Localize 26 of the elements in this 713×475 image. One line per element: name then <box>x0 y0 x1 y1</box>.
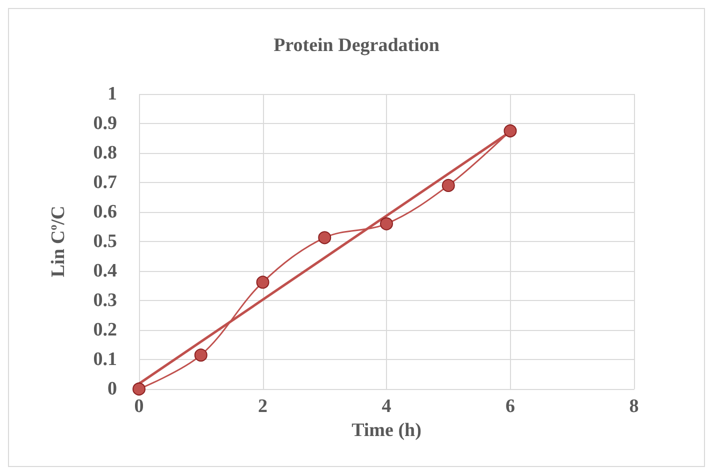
y-tick-label: 0.7 <box>93 172 118 193</box>
y-tick-label: 0.3 <box>93 290 117 311</box>
point <box>256 276 270 289</box>
y-tick-label: 0.4 <box>93 260 118 282</box>
point <box>380 217 393 230</box>
y-tick-label: 0.9 <box>93 113 117 134</box>
x-tick-label: 4 <box>382 396 392 417</box>
point <box>504 124 517 138</box>
y-tick-label: 0.6 <box>93 202 117 222</box>
y-tick-label: 1 <box>108 84 117 104</box>
point <box>194 348 208 362</box>
y-tick-label: 0.2 <box>93 320 117 340</box>
y-tick-label: 0 <box>108 378 117 400</box>
x-tick-label: 6 <box>506 396 515 417</box>
x-tick-label: 2 <box>258 396 268 417</box>
point <box>318 231 332 244</box>
y-tick-label: 0.1 <box>93 349 117 370</box>
x-tick-label: 8 <box>629 396 639 417</box>
y-tick-label: 0.8 <box>93 142 117 164</box>
y-axis-title: Lin Co/C <box>48 206 69 278</box>
y-tick-label: 0.5 <box>93 231 117 252</box>
chart-title: Protein Degradation <box>274 35 440 56</box>
x-axis-title: Time (h) <box>352 420 422 441</box>
x-tick-label: 0 <box>134 396 144 417</box>
point <box>132 382 146 396</box>
point <box>442 178 455 192</box>
